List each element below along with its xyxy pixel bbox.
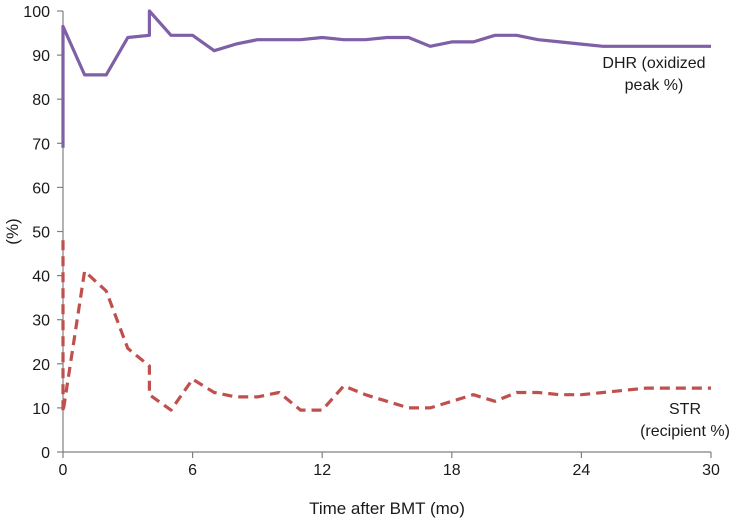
str-series-line xyxy=(61,240,711,414)
y-tick-label: 50 xyxy=(32,225,50,242)
dhr-series-line xyxy=(61,9,711,148)
x-tick-label: 24 xyxy=(573,462,591,479)
y-tick-label: 20 xyxy=(32,357,50,374)
y-tick-label: 90 xyxy=(32,48,50,65)
series-labels: DHR (oxidized peak %) STR (recipient %) xyxy=(602,55,729,440)
x-axis-ticks: 0 6 12 18 24 30 xyxy=(59,452,720,479)
y-tick-label: 40 xyxy=(32,269,50,286)
str-series-label: (recipient %) xyxy=(640,423,730,440)
y-tick-label: 0 xyxy=(41,445,50,462)
x-tick-label: 12 xyxy=(313,462,331,479)
y-axis-title: (%) xyxy=(3,218,22,244)
y-tick-label: 100 xyxy=(23,4,50,21)
dhr-series-label: DHR (oxidized xyxy=(602,55,705,72)
dhr-series-label: peak %) xyxy=(625,77,684,94)
y-tick-label: 30 xyxy=(32,313,50,330)
axes xyxy=(62,11,711,453)
x-tick-label: 18 xyxy=(443,462,461,479)
y-tick-label: 70 xyxy=(32,136,50,153)
str-series-label: STR xyxy=(669,401,701,418)
y-tick-label: 80 xyxy=(32,92,50,109)
x-axis-title: Time after BMT (mo) xyxy=(309,499,465,518)
x-tick-label: 30 xyxy=(702,462,720,479)
x-tick-label: 6 xyxy=(188,462,197,479)
x-tick-label: 0 xyxy=(59,462,68,479)
series-lines xyxy=(61,9,711,414)
y-tick-label: 60 xyxy=(32,180,50,197)
y-tick-label: 10 xyxy=(32,401,50,418)
y-axis-ticks: 0 10 20 30 40 50 60 70 80 90 100 xyxy=(23,4,63,462)
